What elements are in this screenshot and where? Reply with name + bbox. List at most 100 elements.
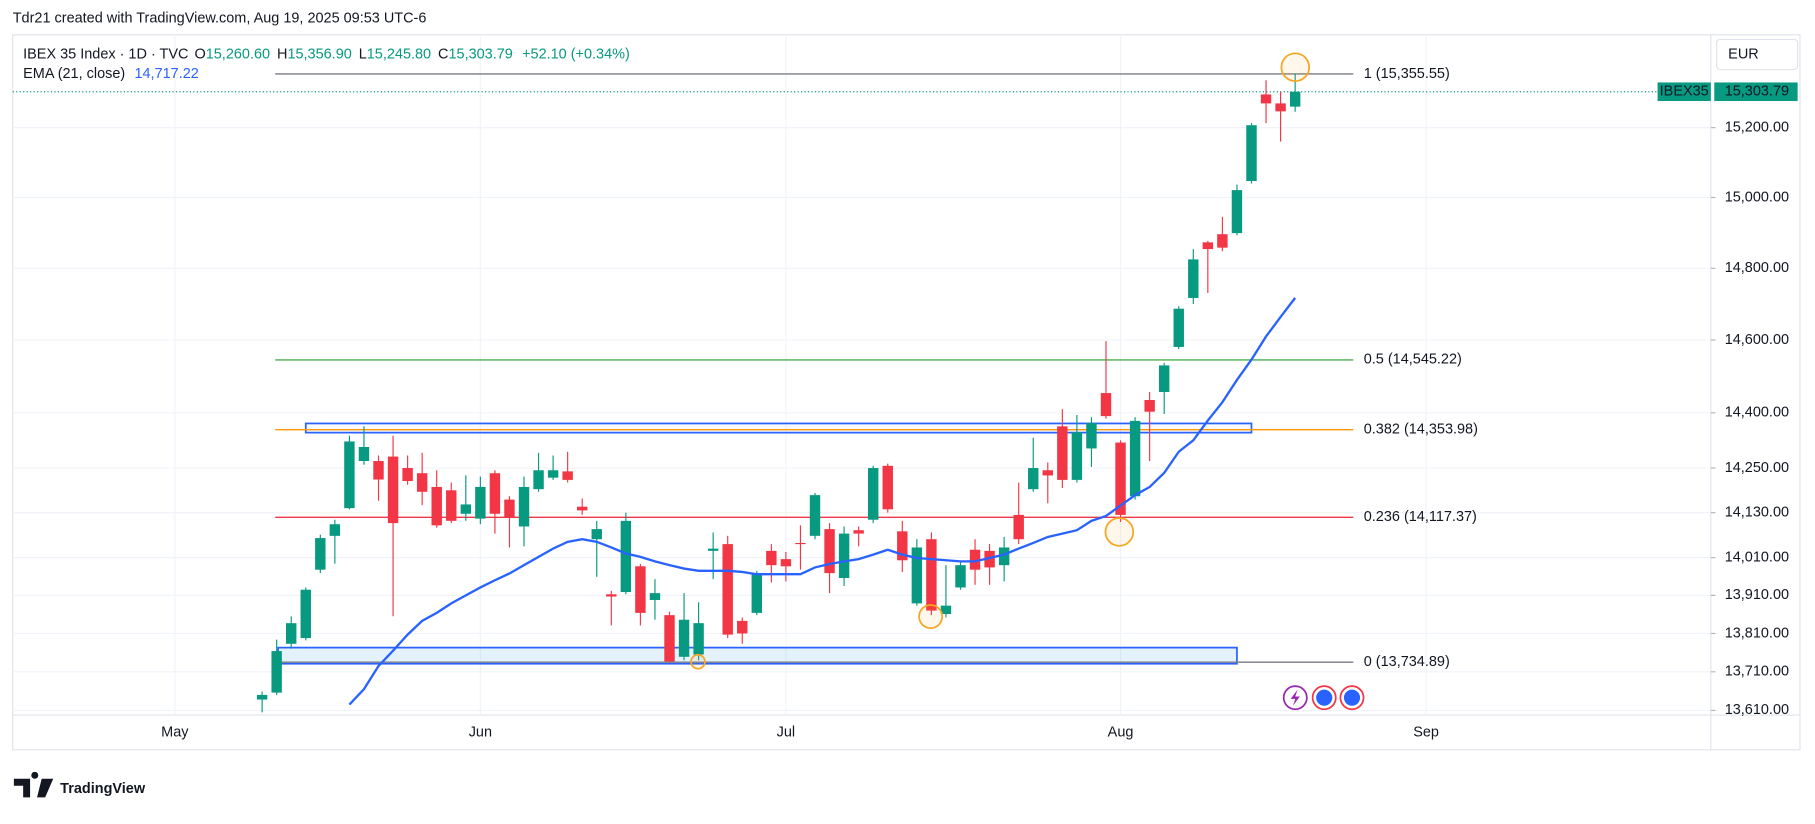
low-label: L <box>359 46 367 62</box>
candle-body <box>1275 103 1286 112</box>
low-value: 15,245.80 <box>367 46 431 62</box>
brand-mark <box>13 771 54 798</box>
candle-body <box>664 615 675 662</box>
event-icons[interactable] <box>1282 685 1365 711</box>
high-label: H <box>277 46 287 62</box>
candle-body <box>751 574 763 613</box>
symbol: IBEX 35 Index · 1D · TVC <box>23 46 188 62</box>
candle-body <box>678 619 690 657</box>
y-tick-label: 14,250.00 <box>1725 460 1789 476</box>
chart-frame <box>12 34 1801 751</box>
candle-body <box>853 530 864 534</box>
candle-body <box>1144 400 1155 412</box>
currency-button[interactable] <box>1716 38 1799 71</box>
candle-body <box>446 490 457 521</box>
candle-body <box>693 623 704 655</box>
brand-name: TradingView <box>60 781 146 797</box>
candle-body <box>1217 234 1228 248</box>
x-tick-label: Jul <box>777 724 795 740</box>
fib-level-label: 1 (15,355.55) <box>1364 66 1450 82</box>
indicator-value: 14,717.22 <box>134 66 198 82</box>
candle-body <box>271 651 282 693</box>
candle-body <box>940 605 952 615</box>
y-tick-label: 13,810.00 <box>1725 625 1789 641</box>
close-label: C <box>438 46 448 62</box>
y-tick-label: 14,130.00 <box>1725 504 1789 520</box>
drawings: 1 (15,355.55) 0.5 (14,545.22) 0.382 (14,35… <box>12 66 1711 670</box>
candle-body <box>955 565 966 588</box>
event-icon-glyph <box>1343 689 1361 706</box>
y-tick-label: 14,400.00 <box>1725 405 1789 421</box>
candle-body <box>1100 393 1112 417</box>
open-value: 15,260.60 <box>206 46 270 62</box>
y-tick-label: 13,710.00 <box>1725 664 1789 680</box>
candle-body <box>1013 514 1024 540</box>
candle-body <box>344 441 355 509</box>
attribution: Tdr21 created with TradingView.com, Aug … <box>13 10 427 26</box>
candle-body <box>504 499 515 518</box>
candle-body <box>387 456 399 524</box>
grid <box>12 34 1711 716</box>
candle-body <box>1071 432 1083 480</box>
candle-body <box>911 547 923 604</box>
fib-level-label: 0.5 (14,545.22) <box>1364 352 1462 368</box>
open-label: O <box>194 46 205 62</box>
highlight-circle <box>918 604 944 630</box>
candle-body <box>416 473 428 492</box>
candle-body <box>329 524 341 536</box>
candle-body <box>882 465 893 510</box>
highlight-circle <box>1280 52 1311 82</box>
candle-body <box>606 594 617 597</box>
candle-body <box>460 504 472 514</box>
candle-body <box>1158 365 1170 392</box>
candle-body <box>489 473 501 514</box>
event-icon-glyph <box>1290 689 1300 706</box>
candle-body <box>518 486 530 527</box>
legend-ohlc: O15,260.60 H15,356.90 L15,245.80 C15,303.79… <box>194 46 629 62</box>
y-tick-label: 13,910.00 <box>1725 587 1789 603</box>
candle-body <box>926 539 937 611</box>
candle-body <box>635 566 646 613</box>
candle-body <box>1231 190 1243 234</box>
candle-body <box>766 550 777 566</box>
candle-body <box>722 544 733 635</box>
ema-line <box>348 297 1297 706</box>
candle-body <box>1042 470 1054 476</box>
candle-body <box>838 533 850 578</box>
candle-body <box>1115 442 1126 515</box>
close-value: 15,303.79 <box>449 46 513 62</box>
price-tag-value: 15,303.79 <box>1725 84 1789 100</box>
candle-body <box>795 542 806 545</box>
y-tick-label: 14,600.00 <box>1725 332 1789 348</box>
candle-body <box>315 538 326 570</box>
range-box <box>277 646 1238 665</box>
candle-body <box>402 468 413 482</box>
brand-logo[interactable]: TradingView <box>13 771 146 798</box>
change-value: +52.10 (+0.34%) <box>522 46 630 62</box>
price-tag-symbol-bg <box>1657 82 1711 102</box>
x-tick-label: Aug <box>1108 724 1134 740</box>
price-tag-symbol: IBEX35 <box>1660 84 1709 100</box>
range-box <box>304 422 1253 434</box>
indicator-name: EMA (21, close) <box>23 66 125 82</box>
candle-body <box>431 486 442 526</box>
plot-area <box>256 73 1301 713</box>
price-tag-bg <box>1714 82 1798 102</box>
event-icon-glyph <box>1316 689 1333 706</box>
candle-body <box>1260 94 1272 104</box>
y-tick-label: 15,200.00 <box>1725 119 1789 135</box>
candle-body <box>809 495 821 536</box>
candle-body <box>1028 468 1039 490</box>
highlight-circle <box>1104 517 1135 547</box>
candle-body <box>1129 420 1141 497</box>
candle-body <box>1246 125 1257 181</box>
candle-body <box>1188 259 1199 298</box>
candle-body <box>1086 423 1097 449</box>
candle-body <box>780 559 792 567</box>
axes: 13,610.00 13,710.00 13,810.00 13,910.00 14,0… <box>161 82 1798 740</box>
y-tick-label: 14,010.00 <box>1725 549 1789 565</box>
x-tick-label: Sep <box>1413 724 1439 740</box>
indicator-legend[interactable]: EMA (21, close) 14,717.22 <box>23 66 199 82</box>
